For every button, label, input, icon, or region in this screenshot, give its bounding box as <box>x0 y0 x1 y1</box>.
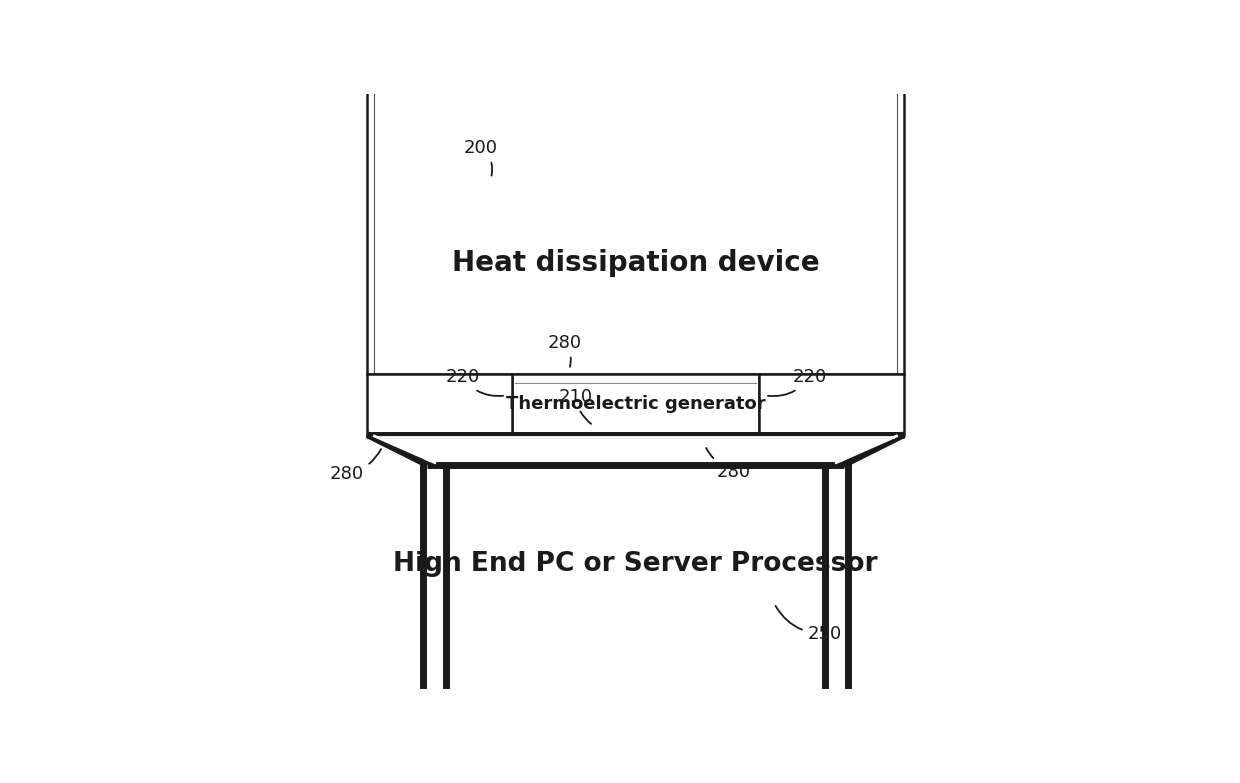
Bar <box>512 374 759 435</box>
Text: 210: 210 <box>558 388 593 424</box>
Text: 280: 280 <box>548 334 583 366</box>
Text: 220: 220 <box>445 368 503 396</box>
Text: High End PC or Server Processor: High End PC or Server Processor <box>393 551 878 577</box>
Bar <box>367 374 512 435</box>
Text: 280: 280 <box>330 449 381 483</box>
Text: 250: 250 <box>775 606 842 643</box>
Bar <box>759 374 904 435</box>
Text: 200: 200 <box>464 139 497 175</box>
Bar <box>374 89 897 374</box>
Text: 220: 220 <box>768 368 827 396</box>
Text: 280: 280 <box>706 448 751 481</box>
Text: Heat dissipation device: Heat dissipation device <box>451 249 820 276</box>
Text: Thermoelectric generator: Thermoelectric generator <box>506 395 765 413</box>
Bar <box>367 82 904 374</box>
